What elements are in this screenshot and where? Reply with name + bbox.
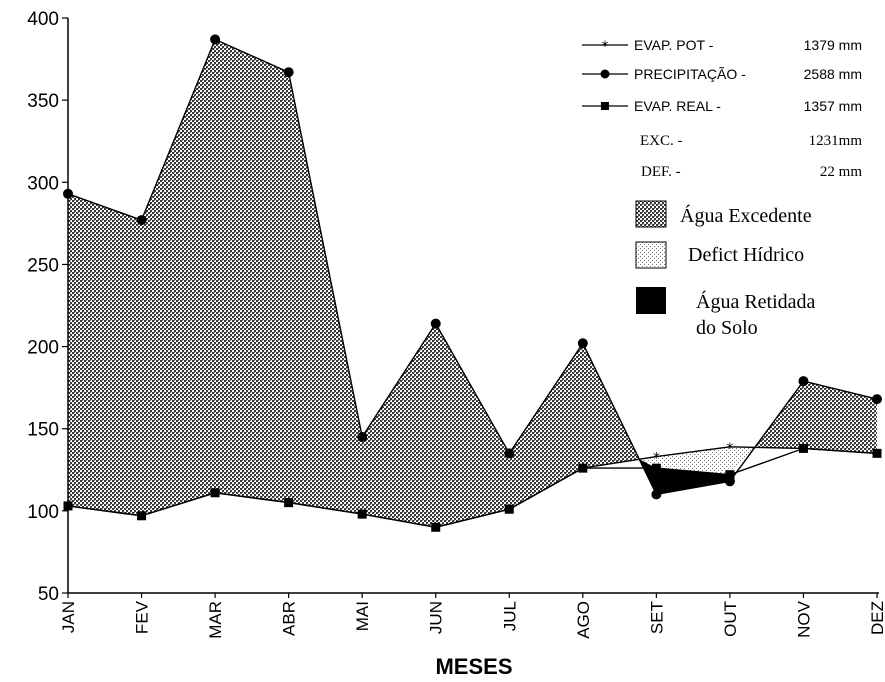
evap-real-point-jun xyxy=(431,522,441,532)
precip-point-dez xyxy=(872,394,882,405)
series-lines xyxy=(67,38,878,529)
legend-label-evap-pot: EVAP. POT - xyxy=(634,37,714,53)
evap-real-point-out xyxy=(725,470,735,480)
evap-real-point-fev xyxy=(137,511,147,521)
evap-pot-point-set: * xyxy=(653,451,660,467)
x-tick-label-jul: JUL xyxy=(500,601,519,631)
precip-point-fev xyxy=(136,215,147,226)
x-axis-title: MESES xyxy=(435,654,512,679)
filled-areas xyxy=(68,39,877,528)
x-tick-label-out: OUT xyxy=(721,601,740,637)
x-tick-label-jan: JAN xyxy=(59,601,78,633)
evap-real-point-abr xyxy=(284,498,294,508)
precip-point-ago xyxy=(577,338,588,349)
y-tick-label-150: 150 xyxy=(27,420,59,441)
legend-label-evap-real: EVAP. REAL - xyxy=(634,98,721,114)
summary-def: DEF. - 22 mm xyxy=(641,164,862,180)
y-tick-label-250: 250 xyxy=(27,255,59,276)
precip-point-jul xyxy=(504,448,515,459)
legend-total-evap-real: 1357 mm xyxy=(804,98,862,114)
square-marker-icon xyxy=(601,102,609,110)
evap-real-point-ago xyxy=(578,463,588,473)
precip-point-nov xyxy=(798,376,809,387)
y-tick-labels: 400 350 300 250 200 150 100 50 xyxy=(27,9,68,605)
summary-def-label: DEF. - xyxy=(641,164,681,180)
area-excedente-jan-ago xyxy=(68,39,640,528)
y-tick-label-200: 200 xyxy=(27,338,59,359)
area-agua-retirada-solo xyxy=(639,459,730,495)
summary-exc: EXC. - 1231mm xyxy=(640,133,862,149)
legend-total-evap-pot: 1379 mm xyxy=(804,37,862,53)
light-hatch-swatch xyxy=(635,241,667,269)
evap-real-point-mar xyxy=(210,488,220,498)
legend-area-retirada: Água Retidada do Solo xyxy=(636,287,816,339)
y-tick-label-350: 350 xyxy=(27,91,59,112)
precip-point-abr xyxy=(283,67,294,78)
legend-item-precipitacao: PRECIPITAÇÃO - 2588 mm xyxy=(582,66,862,82)
evap-real-point-jul xyxy=(504,504,514,514)
legend-item-evap-real: EVAP. REAL - 1357 mm xyxy=(582,98,862,114)
evap-pot-point-out: * xyxy=(726,441,733,457)
evap-real-point-set xyxy=(651,463,661,473)
legend-area-excedente-label: Água Excedente xyxy=(680,204,812,227)
x-tick-label-abr: ABR xyxy=(280,601,299,636)
legend-item-evap-pot: * EVAP. POT - 1379 mm xyxy=(582,37,862,55)
legend-area-excedente: Água Excedente xyxy=(635,200,812,228)
evap-real-point-mai xyxy=(357,509,367,519)
evap-real-point-nov xyxy=(798,443,808,453)
summary-exc-label: EXC. - xyxy=(640,133,683,149)
precip-point-mai xyxy=(357,431,368,442)
precip-point-mar xyxy=(210,34,221,45)
x-tick-labels: JAN FEV MAR ABR MAI JUN JUL AGO SET OUT NOV DEZ xyxy=(59,593,885,639)
x-tick-label-fev: FEV xyxy=(133,600,152,634)
legend-area-deficit: Defict Hídrico xyxy=(635,241,804,269)
solid-black-swatch xyxy=(636,287,666,314)
y-tick-label-100: 100 xyxy=(27,502,59,523)
legend-total-precipitacao: 2588 mm xyxy=(804,66,862,82)
x-tick-label-set: SET xyxy=(647,601,666,634)
y-tick-label-50: 50 xyxy=(38,584,59,605)
x-tick-label-ago: AGO xyxy=(574,601,593,639)
legend: * EVAP. POT - 1379 mm PRECIPITAÇÃO - 258… xyxy=(582,37,862,339)
legend-label-precipitacao: PRECIPITAÇÃO - xyxy=(634,66,746,82)
legend-area-retirada-line1: Água Retidada xyxy=(696,290,816,313)
y-tick-label-300: 300 xyxy=(27,173,59,194)
dense-hatch-swatch xyxy=(635,200,667,228)
legend-area-retirada-line2: do Solo xyxy=(696,317,758,339)
y-tick-label-400: 400 xyxy=(27,9,59,30)
area-deficit-hidrico xyxy=(639,446,755,475)
x-tick-label-dez: DEZ xyxy=(868,601,885,635)
circle-marker-icon xyxy=(600,69,610,79)
x-tick-label-mar: MAR xyxy=(206,601,225,639)
star-marker-icon: * xyxy=(602,39,609,55)
x-tick-label-mai: MAI xyxy=(353,601,372,631)
series-line-1 xyxy=(67,38,878,496)
x-tick-label-jun: JUN xyxy=(427,601,446,634)
area-excedente-nov-dez xyxy=(754,381,877,454)
x-tick-label-nov: NOV xyxy=(794,600,813,638)
summary-exc-value: 1231mm xyxy=(809,133,863,149)
precip-point-set xyxy=(651,489,662,500)
evap-real-point-dez xyxy=(872,448,882,458)
summary-def-value: 22 mm xyxy=(820,164,862,180)
axes xyxy=(67,18,879,594)
series-line-2 xyxy=(67,447,878,529)
precip-point-jun xyxy=(430,318,441,329)
legend-area-deficit-label: Defict Hídrico xyxy=(688,244,804,266)
